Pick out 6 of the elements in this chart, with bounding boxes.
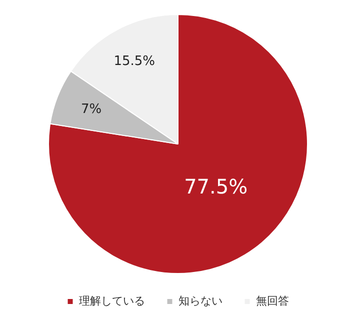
legend-label: 無回答: [256, 294, 289, 308]
data-label: 77.5%: [184, 174, 248, 199]
data-label: 15.5%: [114, 54, 156, 69]
legend-label: 知らない: [178, 294, 222, 308]
data-label: 7%: [80, 102, 102, 118]
legend-label: 理解している: [78, 294, 145, 308]
